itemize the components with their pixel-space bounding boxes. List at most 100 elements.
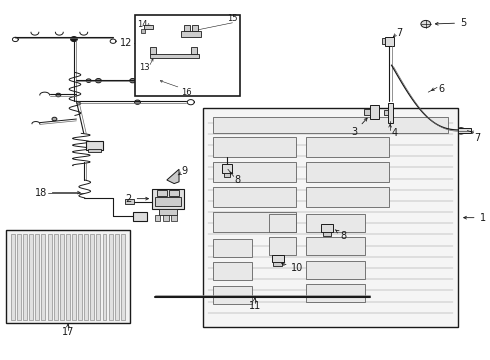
Text: 9: 9	[181, 166, 188, 176]
Bar	[306, 261, 365, 279]
Bar	[213, 212, 296, 232]
Bar	[388, 103, 392, 123]
Bar	[191, 46, 197, 54]
Bar	[155, 197, 181, 206]
Bar	[135, 15, 240, 96]
Bar	[203, 108, 458, 327]
Bar	[97, 234, 100, 320]
Bar	[141, 29, 145, 33]
Circle shape	[366, 292, 376, 300]
Bar	[150, 46, 156, 54]
Bar	[224, 173, 230, 177]
Text: 5: 5	[435, 18, 466, 28]
Bar	[192, 25, 198, 31]
Bar	[364, 109, 370, 116]
Bar	[155, 215, 160, 221]
Bar	[213, 262, 252, 280]
Bar	[60, 234, 64, 320]
Bar	[213, 117, 448, 134]
Bar	[382, 39, 385, 44]
Text: 12: 12	[120, 38, 133, 48]
Text: 3: 3	[351, 118, 367, 137]
Text: 14: 14	[138, 19, 148, 28]
Bar	[5, 230, 130, 323]
Bar	[35, 234, 39, 320]
Circle shape	[86, 79, 91, 82]
Bar	[171, 215, 177, 221]
Bar	[54, 234, 58, 320]
Bar	[159, 209, 176, 215]
Bar	[385, 37, 393, 45]
Circle shape	[148, 73, 152, 76]
Circle shape	[187, 54, 191, 57]
Text: 1: 1	[464, 213, 486, 222]
Text: 18: 18	[35, 188, 47, 198]
Text: 7: 7	[475, 133, 481, 143]
Bar	[17, 234, 21, 320]
Circle shape	[71, 37, 77, 41]
Text: 8: 8	[235, 175, 241, 185]
Circle shape	[96, 78, 101, 83]
Bar	[125, 199, 134, 204]
Bar	[48, 234, 51, 320]
Bar	[86, 140, 103, 149]
Bar	[150, 54, 198, 58]
Circle shape	[113, 233, 117, 236]
Bar	[369, 105, 379, 119]
Bar	[270, 237, 296, 255]
Bar	[115, 234, 119, 320]
Bar	[272, 255, 284, 262]
Bar	[84, 234, 88, 320]
Circle shape	[194, 33, 198, 36]
Text: 8: 8	[335, 230, 346, 240]
Text: 6: 6	[438, 84, 444, 94]
Circle shape	[19, 277, 23, 280]
Circle shape	[371, 110, 377, 114]
Bar	[306, 162, 389, 182]
Bar	[384, 110, 388, 116]
Polygon shape	[167, 169, 179, 184]
Bar	[213, 162, 296, 182]
Bar	[90, 234, 94, 320]
Circle shape	[130, 78, 136, 83]
Bar	[458, 129, 471, 134]
Circle shape	[421, 21, 431, 28]
Bar	[133, 212, 147, 221]
Text: 4: 4	[392, 129, 398, 138]
Circle shape	[19, 233, 23, 236]
Bar	[213, 239, 252, 257]
Circle shape	[19, 318, 23, 320]
Bar	[213, 286, 252, 304]
Text: 15: 15	[227, 14, 238, 23]
Circle shape	[158, 54, 161, 57]
Text: 2: 2	[125, 194, 148, 204]
Bar	[306, 137, 389, 157]
Bar	[213, 137, 296, 157]
Circle shape	[52, 117, 57, 121]
Bar	[306, 187, 389, 207]
Bar	[163, 215, 169, 221]
Text: 13: 13	[139, 63, 149, 72]
Circle shape	[155, 78, 159, 82]
Bar	[270, 214, 296, 232]
Bar	[306, 237, 365, 255]
Bar	[169, 190, 179, 196]
Bar	[29, 234, 33, 320]
Bar	[23, 234, 27, 320]
Bar	[152, 189, 184, 209]
Circle shape	[56, 93, 61, 97]
Bar	[323, 232, 331, 236]
Bar	[42, 234, 46, 320]
Text: 7: 7	[396, 28, 403, 38]
Circle shape	[457, 128, 465, 134]
Bar	[213, 187, 296, 207]
Bar	[109, 234, 113, 320]
Bar	[321, 224, 333, 232]
Bar	[78, 234, 82, 320]
Text: 11: 11	[248, 301, 261, 311]
Bar	[102, 234, 106, 320]
Text: 10: 10	[282, 263, 304, 273]
Text: 16: 16	[181, 87, 192, 96]
Bar	[144, 25, 153, 30]
Bar	[306, 214, 365, 232]
